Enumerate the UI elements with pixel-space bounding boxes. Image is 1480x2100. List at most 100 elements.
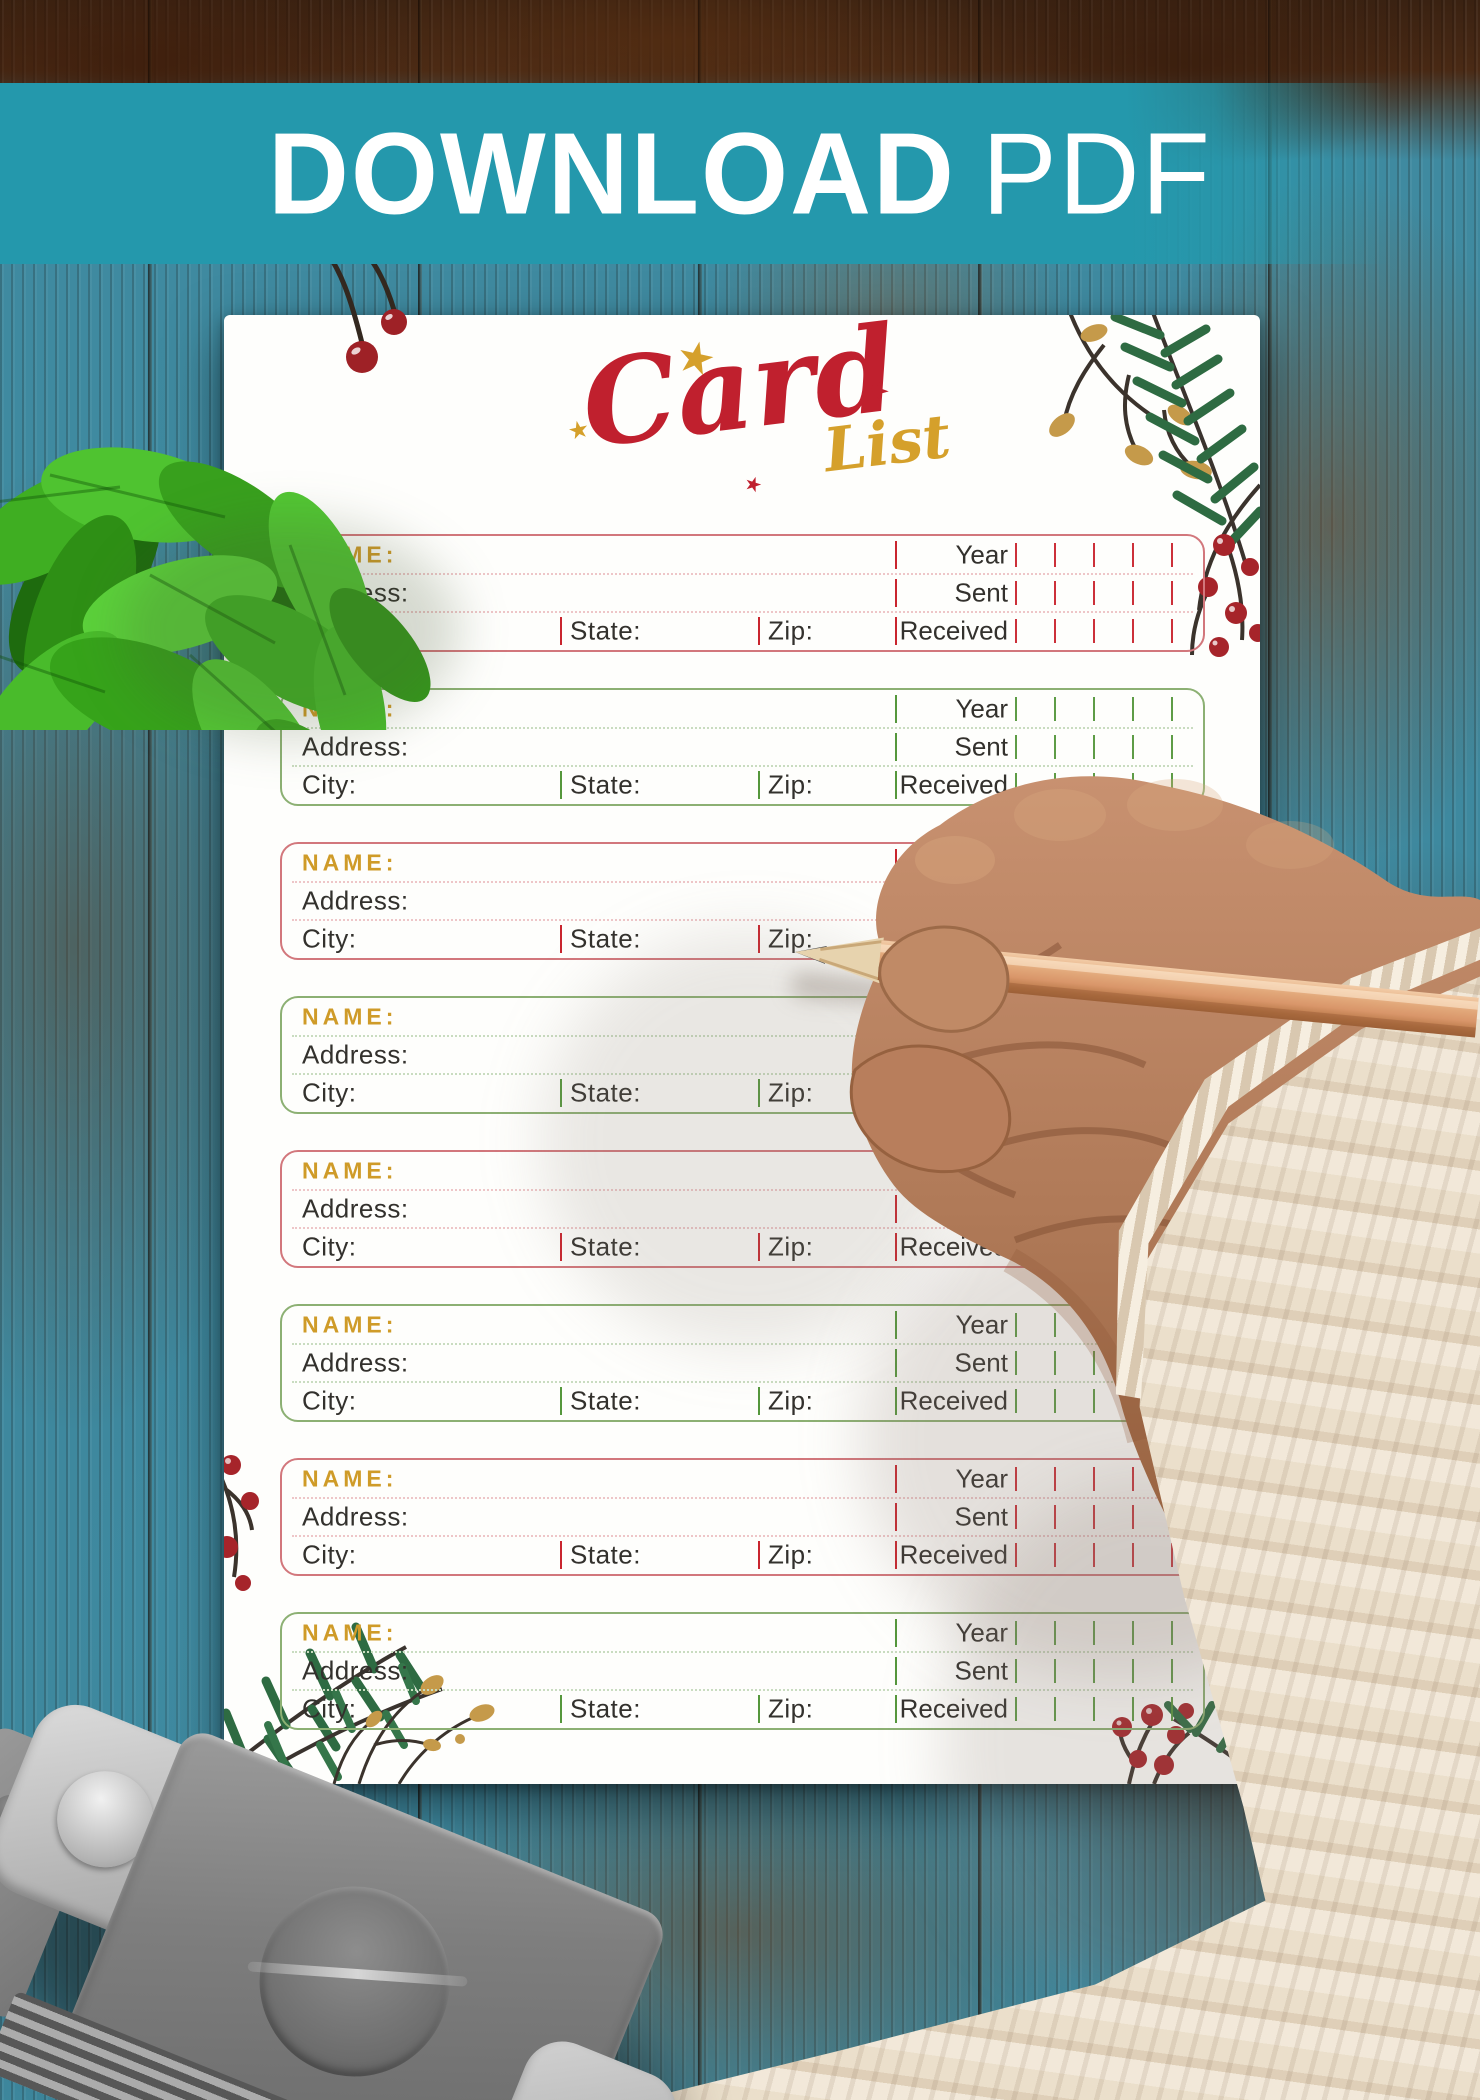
card-entry-block: NAME: Year Address: Sent City: State: Zi… [280, 1304, 1205, 1422]
column-divider [895, 695, 897, 723]
address-label: Address: [302, 1501, 409, 1532]
sent-label: Sent [954, 1501, 1009, 1532]
column-divider [895, 733, 897, 761]
city-label: City: [302, 1539, 357, 1570]
city-state-zip-received-row: City: State: Zip: Received [282, 1536, 1203, 1574]
banner-label: DOWNLOAD PDF [268, 106, 1212, 240]
column-divider [895, 1233, 897, 1261]
tick-divider [1132, 1504, 1134, 1530]
tick-divider [1171, 772, 1173, 798]
received-label: Received [899, 1539, 1008, 1570]
zip-label: Zip: [768, 615, 814, 646]
tick-divider [1054, 618, 1056, 644]
year-label: Year [955, 1309, 1008, 1340]
field-divider [758, 616, 760, 646]
column-divider [895, 1619, 897, 1647]
name-year-row: NAME: Year [282, 1460, 1203, 1498]
city-label: City: [302, 923, 357, 954]
cherry-berries-icon [323, 243, 407, 373]
city-label: City: [302, 1077, 357, 1108]
tick-divider [1015, 1696, 1017, 1722]
field-divider [758, 770, 760, 800]
dotted-separator [292, 1496, 1193, 1499]
tick-divider [1093, 618, 1095, 644]
received-label: Received [899, 615, 1008, 646]
dotted-separator [292, 1073, 1193, 1075]
name-year-row: NAME: Year [282, 1306, 1203, 1344]
pencil-icon [795, 937, 1479, 1038]
sent-label: Sent [954, 577, 1009, 608]
zip-label: Zip: [768, 769, 814, 800]
tick-divider [1015, 1504, 1017, 1530]
zip-label: Zip: [768, 1077, 814, 1108]
tick-divider [1093, 542, 1095, 568]
tick-divider [1015, 1658, 1017, 1684]
tick-divider [1132, 618, 1134, 644]
tick-divider [1054, 1350, 1056, 1376]
address-sent-row: Address: Sent [282, 1498, 1203, 1536]
download-pdf-banner[interactable]: DOWNLOAD PDF [0, 83, 1480, 264]
tick-divider [1093, 696, 1095, 722]
tick-divider [1015, 734, 1017, 760]
address-label: Address: [302, 1039, 409, 1070]
name-label: NAME: [302, 1311, 398, 1338]
city-label: City: [302, 1231, 357, 1262]
address-label: Address: [302, 1347, 409, 1378]
state-label: State: [570, 1693, 641, 1724]
zip-label: Zip: [768, 923, 814, 954]
tick-divider [1093, 1388, 1095, 1414]
tick-divider [1054, 1504, 1056, 1530]
dotted-separator [292, 1535, 1193, 1537]
city-state-zip-received-row: City: State: Zip: Received [282, 1382, 1203, 1420]
address-sent-row: Address: Sent [282, 1344, 1203, 1382]
tick-divider [1171, 1620, 1173, 1646]
tick-divider [1171, 696, 1173, 722]
year-label: Year [955, 539, 1008, 570]
state-label: State: [570, 923, 641, 954]
received-label: Received [899, 1693, 1008, 1724]
dotted-separator [292, 1650, 1193, 1653]
tick-divider [1015, 618, 1017, 644]
red-berry-sprig-icon [224, 1455, 259, 1591]
dotted-separator [292, 1689, 1193, 1691]
dotted-separator [292, 1188, 1193, 1191]
city-state-zip-received-row: City: State: Zip: Received [282, 1690, 1203, 1728]
leafy-plant [0, 243, 431, 730]
year-label: Year [955, 693, 1008, 724]
field-divider [560, 1386, 562, 1416]
field-divider [758, 1540, 760, 1570]
dotted-separator [292, 880, 1193, 883]
dotted-separator [292, 765, 1193, 767]
leaf-cluster [0, 447, 431, 730]
city-label: City: [302, 769, 357, 800]
sent-label: Sent [954, 1655, 1009, 1686]
dotted-separator [292, 919, 1193, 921]
tick-divider [1093, 734, 1095, 760]
address-label: Address: [302, 1193, 409, 1224]
field-divider [758, 1078, 760, 1108]
tick-divider [1171, 1658, 1173, 1684]
tick-divider [1093, 1350, 1095, 1376]
tick-divider [1132, 696, 1134, 722]
field-divider [758, 1694, 760, 1724]
state-label: State: [570, 1385, 641, 1416]
field-divider [758, 1386, 760, 1416]
column-divider [895, 1657, 897, 1685]
tick-divider [1054, 1388, 1056, 1414]
field-divider [560, 1694, 562, 1724]
tick-divider [1171, 734, 1173, 760]
index-fingertip [878, 925, 1010, 1033]
zip-label: Zip: [768, 1693, 814, 1724]
column-divider [895, 1387, 897, 1415]
tick-divider [1171, 580, 1173, 606]
tick-divider [1093, 1620, 1095, 1646]
tick-divider [1015, 580, 1017, 606]
column-divider [895, 1465, 897, 1493]
tick-divider [1015, 696, 1017, 722]
address-label: Address: [302, 1655, 409, 1686]
tick-divider [1132, 1658, 1134, 1684]
tick-divider [1015, 772, 1017, 798]
state-label: State: [570, 1539, 641, 1570]
sent-label: Sent [954, 731, 1009, 762]
tick-divider [1054, 1312, 1056, 1338]
